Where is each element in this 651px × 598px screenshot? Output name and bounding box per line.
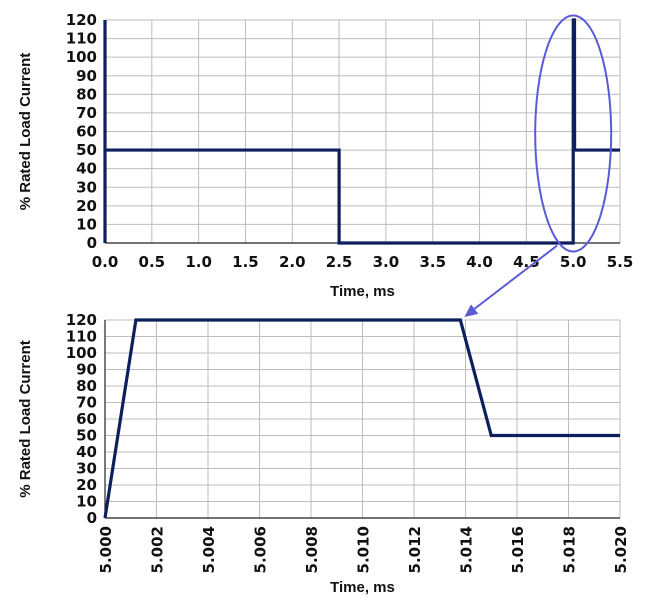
zoom-ellipse: [534, 14, 613, 253]
y-tick-label: 70: [76, 394, 97, 412]
x-tick-label: 4.5: [513, 253, 540, 271]
y-tick-label: 0: [87, 234, 97, 252]
y-tick-label: 80: [76, 377, 97, 395]
x-tick-label: 5.010: [355, 526, 373, 573]
y-tick-label: 60: [76, 123, 97, 141]
x-tick-label: 5.006: [252, 526, 270, 573]
zoom-arrowhead: [464, 304, 479, 317]
y-axis-label: % Rated Load Current: [17, 53, 34, 211]
y-tick-label: 120: [66, 11, 97, 29]
x-tick-label: 1.0: [185, 253, 212, 271]
y-tick-label: 10: [76, 493, 97, 511]
x-tick-label: 5.016: [509, 526, 527, 573]
x-tick-label: 0.5: [139, 253, 166, 271]
y-tick-label: 50: [76, 141, 97, 159]
x-tick-label: 5.014: [458, 526, 476, 573]
x-axis-label: Time, ms: [330, 283, 395, 300]
x-tick-label: 5.004: [200, 526, 218, 573]
y-tick-label: 10: [76, 215, 97, 233]
y-tick-label: 40: [76, 160, 97, 178]
y-tick-label: 100: [66, 48, 97, 66]
y-tick-label: 70: [76, 104, 97, 122]
y-tick-label: 90: [76, 361, 97, 379]
x-tick-label: 5.5: [607, 253, 634, 271]
y-tick-label: 30: [76, 178, 97, 196]
y-tick-label: 80: [76, 85, 97, 103]
y-tick-label: 40: [76, 443, 97, 461]
x-tick-label: 5.0: [560, 253, 587, 271]
x-tick-label: 5.002: [149, 526, 167, 573]
series-line: [103, 318, 620, 519]
y-tick-label: 50: [76, 427, 97, 445]
series-line: [103, 18, 620, 245]
y-tick-label: 60: [76, 410, 97, 428]
x-tick-label: 5.012: [406, 526, 424, 573]
x-tick-label: 1.5: [232, 253, 259, 271]
x-tick-label: 3.0: [373, 253, 400, 271]
x-tick-label: 2.5: [326, 253, 353, 271]
y-tick-label: 120: [66, 311, 97, 329]
x-tick-label: 5.000: [97, 526, 115, 573]
x-tick-label: 5.008: [303, 526, 321, 573]
y-tick-label: 90: [76, 67, 97, 85]
x-axis-label: Time, ms: [330, 579, 395, 596]
x-tick-label: 0.0: [92, 253, 119, 271]
y-tick-label: 100: [66, 344, 97, 362]
x-tick-label: 3.5: [419, 253, 446, 271]
y-tick-label: 20: [76, 197, 97, 215]
y-tick-label: 110: [66, 328, 97, 346]
zoom-connector: [469, 244, 558, 313]
x-tick-label: 4.0: [466, 253, 493, 271]
y-tick-label: 30: [76, 460, 97, 478]
y-tick-label: 20: [76, 476, 97, 494]
zoom-annotation: [464, 14, 613, 317]
x-tick-label: 5.018: [561, 526, 579, 573]
x-tick-label: 5.020: [612, 526, 630, 573]
y-tick-label: 0: [87, 509, 97, 527]
y-axis-label: % Rated Load Current: [17, 340, 34, 498]
y-tick-label: 110: [66, 30, 97, 48]
x-tick-label: 2.0: [279, 253, 306, 271]
